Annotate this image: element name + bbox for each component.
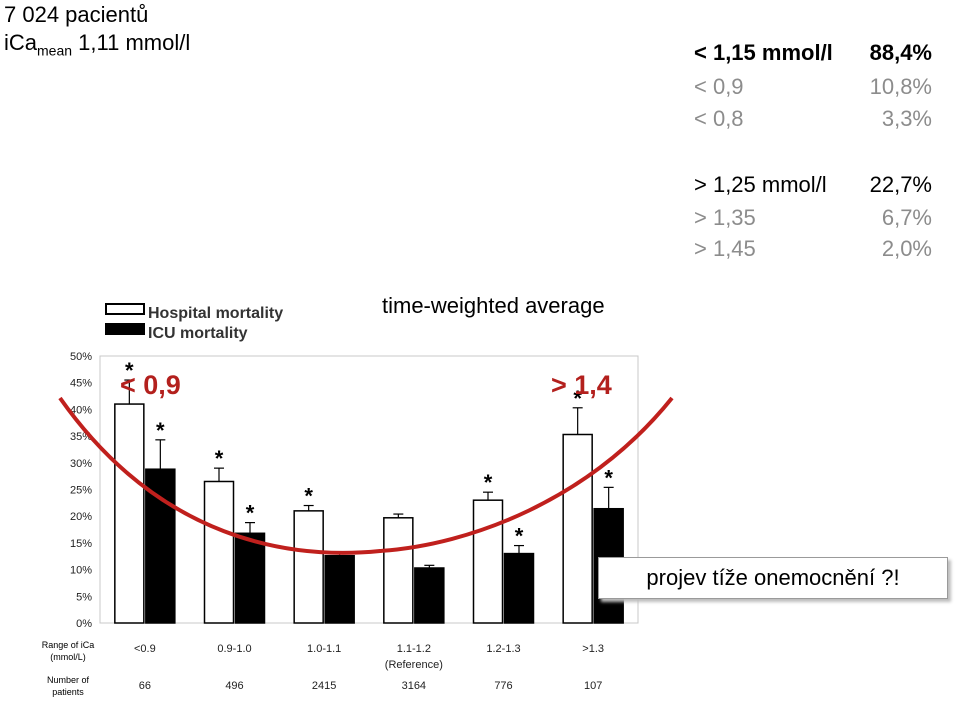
x-tick-label: 1.0-1.1 [307, 643, 341, 655]
y-tick-label: 25% [70, 485, 92, 497]
number-row-label-2: patients [52, 687, 84, 697]
number-row-label: Number of [47, 675, 90, 685]
low-stat-value: 10,8% [869, 74, 932, 99]
x-axis-labels: <0.9 66 0.9-1.0 496 1.0-1.1 2415 1.1-1.2 (Refer… [42, 640, 604, 697]
significance-marker: * [604, 465, 613, 490]
low-stat-row-0: < 1,15 mmol/l 88,4% [694, 40, 932, 70]
significance-marker: * [484, 470, 493, 495]
hospital-mortality-bar [383, 517, 414, 624]
ica-subscript: mean [37, 42, 73, 59]
icu-mortality-bar [234, 532, 266, 624]
patient-count: 7 024 pacientů [4, 2, 149, 27]
icu-mortality-bar [324, 554, 355, 624]
significance-marker: * [515, 524, 524, 549]
patient-count-label: 776 [494, 680, 512, 692]
legend-hospital-swatch [105, 303, 145, 315]
legend-icu-label: ICU mortality [148, 325, 248, 342]
range-row-label-unit: (mmol/L) [50, 652, 86, 662]
patient-count-label: 2415 [312, 680, 336, 692]
y-tick-label: 45% [70, 378, 92, 390]
y-tick-label: 30% [70, 458, 92, 470]
x-tick-label: 1.2-1.3 [486, 643, 520, 655]
high-stat-row-2: > 1,45 2,0% [694, 236, 932, 266]
low-stat-row-2: < 0,8 3,3% [694, 106, 932, 136]
significance-marker: * [156, 418, 165, 443]
legend: Hospital mortality ICU mortality [105, 303, 283, 342]
y-tick-label: 40% [70, 404, 92, 416]
low-stat-row-1: < 0,9 10,8% [694, 74, 932, 104]
low-stat-label: < 0,9 [694, 74, 744, 99]
bars: * * * * * * * * * [114, 358, 624, 624]
time-weighted-label: time-weighted average [382, 293, 605, 318]
high-stat-value: 22,7% [869, 172, 932, 197]
y-tick-label: 15% [70, 538, 92, 550]
hospital-mortality-bar [114, 403, 145, 624]
hospital-mortality-bar [293, 510, 324, 624]
y-tick-label: 0% [76, 618, 92, 630]
plot-frame [99, 355, 639, 624]
y-tick-label: 50% [70, 351, 92, 363]
icu-mortality-bar [414, 567, 445, 624]
x-tick-label: 1.1-1.2 [397, 643, 431, 655]
y-tick-label: 10% [70, 565, 92, 577]
ica-mean-line: iCamean 1,11 mmol/l [4, 30, 190, 58]
reference-note: (Reference) [385, 659, 443, 671]
u-shape-curve [58, 396, 674, 555]
low-zone-label: < 0,9 [120, 370, 181, 400]
patient-count-label: 3164 [402, 680, 426, 692]
legend-icu-swatch [105, 323, 145, 335]
high-stat-row-0: > 1,25 mmol/l 22,7% [694, 172, 932, 202]
low-stat-label: < 1,15 mmol/l [694, 40, 833, 65]
high-stat-label: > 1,35 [694, 205, 756, 230]
low-stat-label: < 0,8 [694, 106, 744, 131]
hospital-mortality-bar [203, 480, 235, 624]
legend-hospital-label: Hospital mortality [148, 305, 283, 322]
high-zone-label: > 1,4 [551, 370, 612, 400]
high-stat-row-1: > 1,35 6,7% [694, 205, 932, 235]
low-stat-value: 3,3% [881, 106, 932, 131]
hospital-mortality-bar [562, 433, 593, 624]
high-stat-label: > 1,45 [694, 236, 756, 261]
high-stat-value: 6,7% [881, 205, 932, 230]
y-tick-label: 5% [76, 591, 92, 603]
icu-mortality-bar [145, 468, 176, 624]
patient-count-label: 66 [139, 680, 151, 692]
significance-marker: * [304, 484, 313, 509]
severity-callout: projev tíže onemocnění ?! [598, 557, 948, 599]
significance-marker: * [125, 358, 134, 383]
range-row-label: Range of iCa [42, 640, 95, 650]
high-stat-label: > 1,25 mmol/l [694, 172, 827, 197]
significance-marker: * [215, 446, 224, 471]
patient-count-label: 496 [225, 680, 243, 692]
significance-marker: * [246, 501, 255, 526]
ica-value: 1,11 mmol/l [78, 30, 191, 55]
ica-prefix: iCa [4, 30, 38, 55]
x-tick-label: >1.3 [582, 643, 604, 655]
icu-mortality-bar [503, 552, 535, 624]
low-stat-value: 88,4% [869, 40, 932, 65]
x-tick-label: <0.9 [134, 643, 156, 655]
y-tick-label: 20% [70, 511, 92, 523]
significance-marker: * [573, 386, 582, 411]
hospital-mortality-bar [472, 499, 504, 624]
x-tick-label: 0.9-1.0 [217, 643, 251, 655]
high-stat-value: 2,0% [881, 236, 932, 261]
patient-count-label: 107 [584, 680, 602, 692]
